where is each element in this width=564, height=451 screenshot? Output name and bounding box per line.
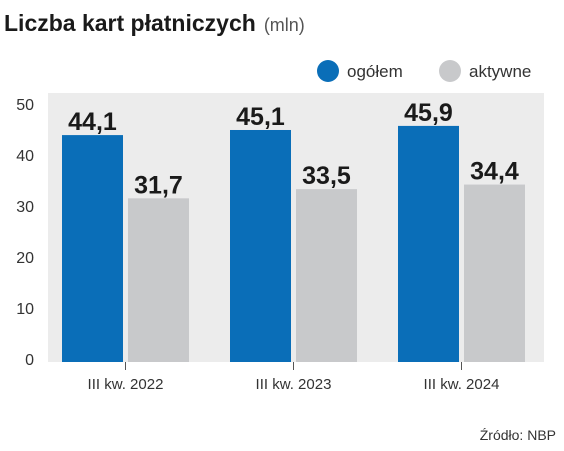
data-label: 33,5 [302,162,351,190]
bar [296,189,357,362]
data-label: 45,9 [404,99,453,127]
x-tick-label: III kw. 2022 [88,376,164,393]
y-tick-label: 10 [16,301,34,318]
x-tick-label: III kw. 2024 [424,376,500,393]
y-tick-label: 0 [25,352,34,369]
data-label: 31,7 [134,171,183,199]
x-tick-label: III kw. 2023 [256,376,332,393]
bar [464,184,525,362]
legend-marker-ogolem [317,60,339,82]
bar [230,129,291,362]
y-tick-label: 40 [16,148,34,165]
bar [62,135,123,362]
data-label: 45,1 [236,103,285,131]
bar [128,198,189,362]
x-axis: III kw. 2022 III kw. 2023 III kw. 2024 [88,362,500,393]
bar [398,125,459,362]
data-label: 44,1 [68,108,117,136]
data-label: 34,4 [470,158,519,186]
legend-label-aktywne: aktywne [469,62,531,81]
y-tick-label: 50 [16,97,34,114]
y-axis: 0 10 20 30 40 50 [16,97,34,369]
y-tick-label: 20 [16,250,34,267]
bars: 44,1 31,7 45,1 33,5 45,9 34,4 [62,99,525,362]
chart-unit: (mln) [264,15,305,35]
chart-title: Liczba kart płatniczych [4,10,256,36]
source-note: Źródło: NBP [480,427,556,443]
legend-marker-aktywne [439,60,461,82]
y-tick-label: 30 [16,199,34,216]
legend-label-ogolem: ogółem [347,62,403,81]
